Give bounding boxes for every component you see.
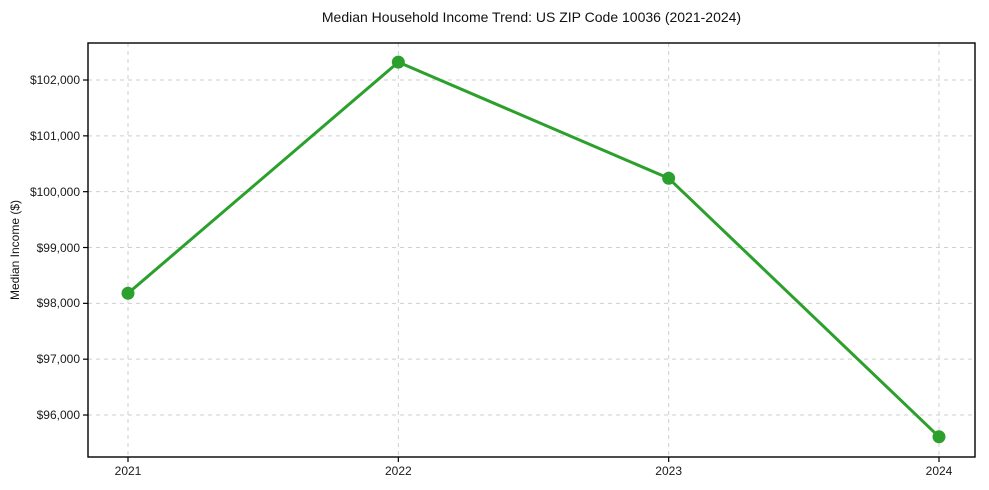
data-point-marker [932, 430, 946, 444]
trend-line [126, 60, 941, 439]
y-tick-label: $102,000 [29, 73, 80, 88]
y-tick-label: $97,000 [36, 352, 80, 367]
y-tick-label: $96,000 [36, 408, 80, 422]
x-tick-label: 2021 [114, 464, 142, 478]
data-point-marker [662, 171, 676, 185]
x-tick-label: 2022 [384, 464, 412, 478]
y-tick-label: $98,000 [36, 296, 80, 311]
y-tick-label: $100,000 [29, 184, 80, 199]
y-tick-label: $99,000 [36, 240, 80, 255]
y-tick-label: $101,000 [29, 128, 80, 143]
x-tick-label: 2024 [925, 464, 953, 478]
plot-frame [87, 42, 976, 458]
data-point-marker [121, 286, 135, 300]
x-tick-label: 2023 [655, 464, 682, 478]
data-point-marker [391, 55, 405, 69]
chart-title: Median Household Income Trend: US ZIP Co… [321, 9, 742, 25]
